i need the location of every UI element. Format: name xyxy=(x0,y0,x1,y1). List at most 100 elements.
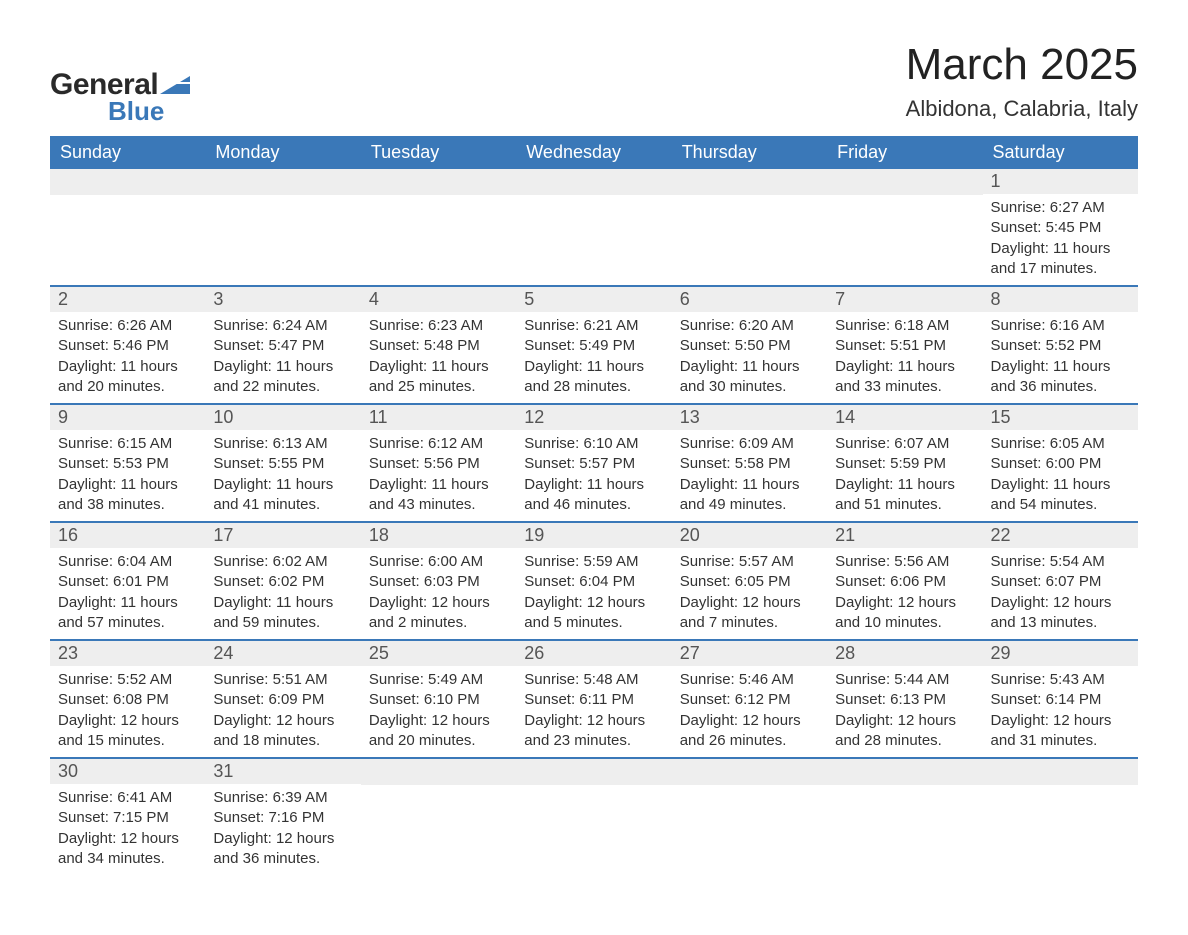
title-block: March 2025 Albidona, Calabria, Italy xyxy=(906,40,1138,128)
sunset-line: Sunset: 6:08 PM xyxy=(58,690,197,710)
sunset-line: Sunset: 5:49 PM xyxy=(524,336,663,356)
sunset-line: Sunset: 7:16 PM xyxy=(213,808,352,828)
day-details: Sunrise: 5:43 AMSunset: 6:14 PMDaylight:… xyxy=(983,666,1138,757)
calendar-week: 23Sunrise: 5:52 AMSunset: 6:08 PMDayligh… xyxy=(50,640,1138,758)
empty-day xyxy=(205,169,360,195)
sunrise-line: Sunrise: 5:59 AM xyxy=(524,552,663,572)
day-number: 7 xyxy=(827,287,982,312)
calendar-cell xyxy=(361,758,516,875)
calendar-cell: 14Sunrise: 6:07 AMSunset: 5:59 PMDayligh… xyxy=(827,404,982,522)
calendar-cell: 17Sunrise: 6:02 AMSunset: 6:02 PMDayligh… xyxy=(205,522,360,640)
day-details: Sunrise: 5:44 AMSunset: 6:13 PMDaylight:… xyxy=(827,666,982,757)
sunset-line: Sunset: 7:15 PM xyxy=(58,808,197,828)
day-details: Sunrise: 6:20 AMSunset: 5:50 PMDaylight:… xyxy=(672,312,827,403)
day-details: Sunrise: 6:09 AMSunset: 5:58 PMDaylight:… xyxy=(672,430,827,521)
daylight-line: Daylight: 11 hours and 57 minutes. xyxy=(58,593,197,634)
calendar-week: 30Sunrise: 6:41 AMSunset: 7:15 PMDayligh… xyxy=(50,758,1138,875)
day-number: 26 xyxy=(516,641,671,666)
calendar-cell: 9Sunrise: 6:15 AMSunset: 5:53 PMDaylight… xyxy=(50,404,205,522)
day-details: Sunrise: 5:54 AMSunset: 6:07 PMDaylight:… xyxy=(983,548,1138,639)
day-header: Saturday xyxy=(983,136,1138,169)
day-number: 17 xyxy=(205,523,360,548)
day-number: 5 xyxy=(516,287,671,312)
daylight-line: Daylight: 12 hours and 13 minutes. xyxy=(991,593,1130,634)
sunset-line: Sunset: 5:56 PM xyxy=(369,454,508,474)
sunrise-line: Sunrise: 6:18 AM xyxy=(835,316,974,336)
empty-day xyxy=(516,759,671,785)
daylight-line: Daylight: 12 hours and 34 minutes. xyxy=(58,829,197,870)
daylight-line: Daylight: 12 hours and 18 minutes. xyxy=(213,711,352,752)
calendar-cell: 31Sunrise: 6:39 AMSunset: 7:16 PMDayligh… xyxy=(205,758,360,875)
sunrise-line: Sunrise: 5:49 AM xyxy=(369,670,508,690)
sunset-line: Sunset: 5:51 PM xyxy=(835,336,974,356)
day-details: Sunrise: 6:02 AMSunset: 6:02 PMDaylight:… xyxy=(205,548,360,639)
calendar-cell xyxy=(516,169,671,286)
sunset-line: Sunset: 6:09 PM xyxy=(213,690,352,710)
day-number: 25 xyxy=(361,641,516,666)
calendar-table: SundayMondayTuesdayWednesdayThursdayFrid… xyxy=(50,136,1138,875)
day-header: Wednesday xyxy=(516,136,671,169)
day-header: Sunday xyxy=(50,136,205,169)
calendar-cell: 1Sunrise: 6:27 AMSunset: 5:45 PMDaylight… xyxy=(983,169,1138,286)
daylight-line: Daylight: 11 hours and 41 minutes. xyxy=(213,475,352,516)
day-number: 27 xyxy=(672,641,827,666)
sunset-line: Sunset: 6:03 PM xyxy=(369,572,508,592)
daylight-line: Daylight: 11 hours and 49 minutes. xyxy=(680,475,819,516)
sunrise-line: Sunrise: 6:02 AM xyxy=(213,552,352,572)
month-title: March 2025 xyxy=(906,40,1138,90)
sunrise-line: Sunrise: 5:57 AM xyxy=(680,552,819,572)
day-details: Sunrise: 5:59 AMSunset: 6:04 PMDaylight:… xyxy=(516,548,671,639)
day-number: 31 xyxy=(205,759,360,784)
sunset-line: Sunset: 5:57 PM xyxy=(524,454,663,474)
daylight-line: Daylight: 11 hours and 25 minutes. xyxy=(369,357,508,398)
calendar-cell: 23Sunrise: 5:52 AMSunset: 6:08 PMDayligh… xyxy=(50,640,205,758)
calendar-cell: 7Sunrise: 6:18 AMSunset: 5:51 PMDaylight… xyxy=(827,286,982,404)
sunset-line: Sunset: 6:04 PM xyxy=(524,572,663,592)
empty-day xyxy=(672,169,827,195)
calendar-cell xyxy=(672,169,827,286)
day-number: 12 xyxy=(516,405,671,430)
day-number: 30 xyxy=(50,759,205,784)
sunrise-line: Sunrise: 6:04 AM xyxy=(58,552,197,572)
day-number: 19 xyxy=(516,523,671,548)
sunset-line: Sunset: 5:59 PM xyxy=(835,454,974,474)
calendar-cell xyxy=(827,169,982,286)
day-number: 2 xyxy=(50,287,205,312)
sunrise-line: Sunrise: 5:46 AM xyxy=(680,670,819,690)
calendar-cell: 16Sunrise: 6:04 AMSunset: 6:01 PMDayligh… xyxy=(50,522,205,640)
sunset-line: Sunset: 5:55 PM xyxy=(213,454,352,474)
location: Albidona, Calabria, Italy xyxy=(906,96,1138,122)
sunrise-line: Sunrise: 6:23 AM xyxy=(369,316,508,336)
daylight-line: Daylight: 12 hours and 26 minutes. xyxy=(680,711,819,752)
day-number: 16 xyxy=(50,523,205,548)
day-header: Tuesday xyxy=(361,136,516,169)
calendar-cell: 27Sunrise: 5:46 AMSunset: 6:12 PMDayligh… xyxy=(672,640,827,758)
day-details: Sunrise: 5:57 AMSunset: 6:05 PMDaylight:… xyxy=(672,548,827,639)
daylight-line: Daylight: 11 hours and 28 minutes. xyxy=(524,357,663,398)
sunset-line: Sunset: 6:13 PM xyxy=(835,690,974,710)
day-details: Sunrise: 5:46 AMSunset: 6:12 PMDaylight:… xyxy=(672,666,827,757)
sunset-line: Sunset: 5:52 PM xyxy=(991,336,1130,356)
day-number: 15 xyxy=(983,405,1138,430)
daylight-line: Daylight: 12 hours and 5 minutes. xyxy=(524,593,663,634)
calendar-cell: 12Sunrise: 6:10 AMSunset: 5:57 PMDayligh… xyxy=(516,404,671,522)
day-details: Sunrise: 6:39 AMSunset: 7:16 PMDaylight:… xyxy=(205,784,360,875)
day-details: Sunrise: 5:56 AMSunset: 6:06 PMDaylight:… xyxy=(827,548,982,639)
sunset-line: Sunset: 5:58 PM xyxy=(680,454,819,474)
calendar-cell: 6Sunrise: 6:20 AMSunset: 5:50 PMDaylight… xyxy=(672,286,827,404)
day-header: Monday xyxy=(205,136,360,169)
sunrise-line: Sunrise: 6:05 AM xyxy=(991,434,1130,454)
day-number: 20 xyxy=(672,523,827,548)
sunrise-line: Sunrise: 6:39 AM xyxy=(213,788,352,808)
daylight-line: Daylight: 12 hours and 23 minutes. xyxy=(524,711,663,752)
day-number: 10 xyxy=(205,405,360,430)
sunrise-line: Sunrise: 6:13 AM xyxy=(213,434,352,454)
empty-day xyxy=(827,169,982,195)
calendar-body: 1Sunrise: 6:27 AMSunset: 5:45 PMDaylight… xyxy=(50,169,1138,875)
daylight-line: Daylight: 12 hours and 10 minutes. xyxy=(835,593,974,634)
day-number: 3 xyxy=(205,287,360,312)
empty-day xyxy=(516,169,671,195)
day-details: Sunrise: 5:52 AMSunset: 6:08 PMDaylight:… xyxy=(50,666,205,757)
calendar-cell: 28Sunrise: 5:44 AMSunset: 6:13 PMDayligh… xyxy=(827,640,982,758)
brand-logo: General Blue xyxy=(50,40,190,127)
